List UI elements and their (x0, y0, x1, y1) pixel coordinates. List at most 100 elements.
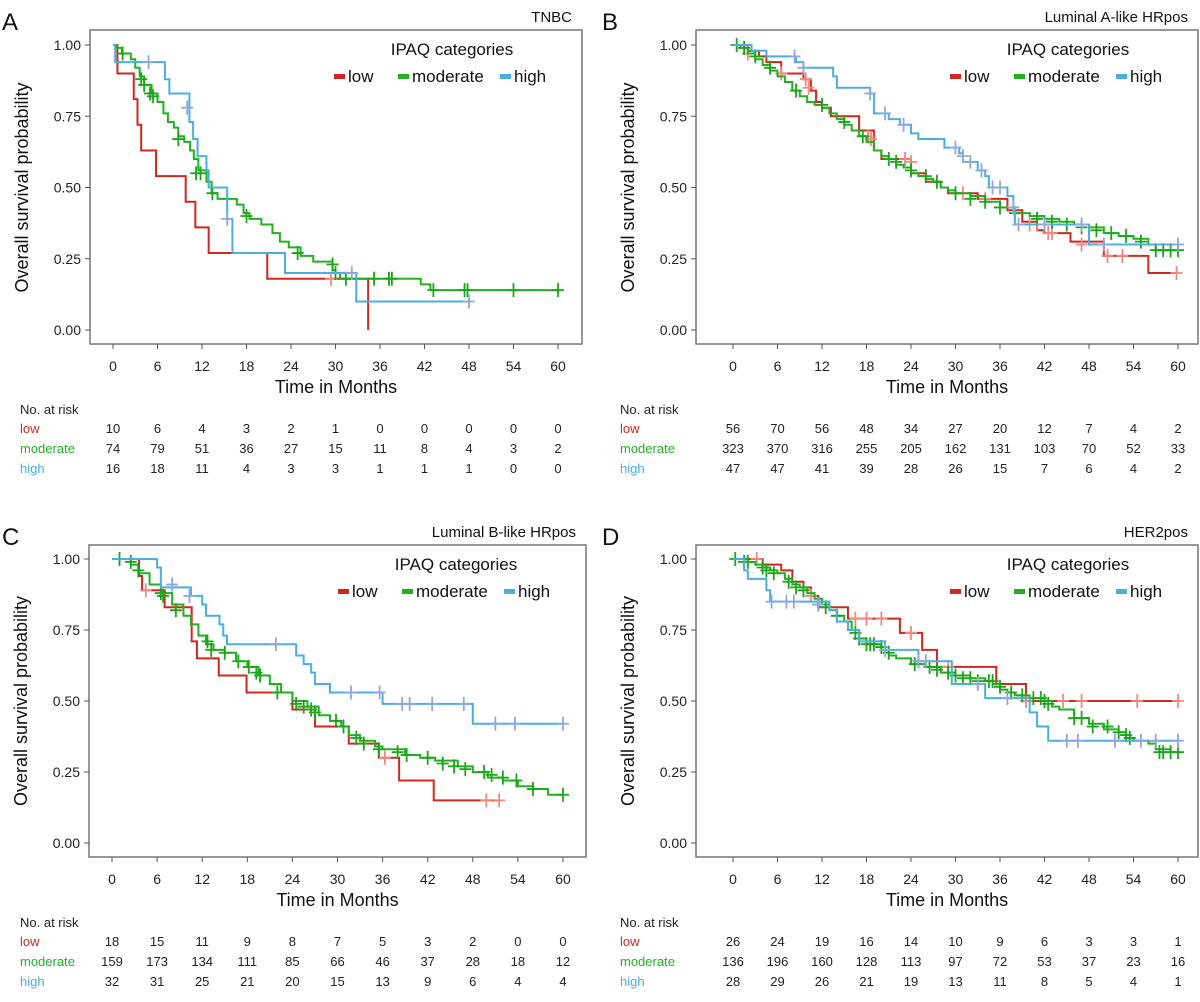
censor-mark-moderate (552, 283, 564, 298)
censor-mark-moderate (760, 563, 773, 578)
x-tick-label: 0 (729, 871, 737, 887)
risk-value: 52 (1126, 441, 1140, 456)
risk-value: 36 (239, 441, 253, 456)
censor-mark-low (1172, 694, 1184, 708)
risk-value: 2 (287, 421, 294, 436)
risk-value: 8 (1041, 974, 1048, 989)
x-tick-label: 42 (417, 358, 433, 374)
risk-value: 18 (150, 461, 164, 476)
censor-mark-moderate (994, 200, 1006, 215)
x-tick-label: 6 (153, 871, 161, 887)
risk-value: 111 (237, 954, 257, 969)
censor-mark-moderate (856, 129, 869, 144)
risk-value: 97 (948, 954, 962, 969)
legend-label-high: high (518, 582, 550, 601)
panel-title: Luminal A-like HRpos (1045, 9, 1188, 26)
y-tick-label: 0.50 (53, 693, 80, 709)
legend-swatch-moderate (1014, 589, 1025, 594)
censor-mark-high (373, 685, 386, 700)
series-high (733, 558, 1184, 748)
panel-b: B Luminal A-like HRpos 0.00 0.25 0.50 0.75 1.0… (600, 0, 1200, 487)
censor-mark-low (802, 80, 815, 95)
risk-value: 47 (770, 461, 784, 476)
y-tick-label: 0.50 (660, 180, 687, 196)
censor-mark-high (812, 597, 825, 612)
x-tick-label: 6 (154, 358, 162, 374)
censor-mark-low (1057, 694, 1070, 708)
y-tick-label: 0.25 (53, 764, 80, 780)
censor-mark-high (975, 163, 988, 178)
risk-table-label: No. at risk (20, 915, 79, 930)
censor-mark-moderate (979, 194, 992, 209)
y-tick-label: 0.50 (54, 180, 81, 196)
risk-value: 173 (146, 954, 168, 969)
y-tick-label: 0.25 (54, 251, 81, 267)
risk-value: 8 (289, 934, 296, 949)
y-tick-label: 0.75 (54, 108, 81, 124)
x-tick-label: 60 (555, 871, 571, 887)
panel-title: TNBC (531, 9, 572, 26)
risk-value: 7 (334, 934, 341, 949)
risk-value: 10 (948, 934, 962, 949)
legend-swatch-low (950, 74, 961, 79)
panel-title: Luminal B-like HRpos (432, 524, 576, 541)
censor-mark-high (463, 294, 475, 309)
censor-mark-moderate (337, 719, 350, 734)
risk-row-label-moderate: moderate (620, 954, 675, 969)
y-tick-label: 0.50 (660, 693, 687, 709)
risk-value: 29 (770, 974, 784, 989)
legend-label-low: low (348, 67, 374, 86)
censor-mark-moderate (485, 767, 498, 782)
censor-mark-moderate (169, 603, 182, 618)
censor-mark-moderate (919, 169, 932, 184)
censor-mark-high (426, 696, 439, 711)
censor-mark-low (1075, 694, 1088, 708)
y-tick-label: 1.00 (660, 551, 687, 567)
risk-value: 26 (815, 974, 829, 989)
series-moderate (112, 552, 569, 802)
risk-value: 74 (106, 441, 120, 456)
censor-mark-high (403, 696, 416, 711)
censor-mark-low (905, 625, 917, 640)
risk-value: 21 (240, 974, 254, 989)
risk-value: 79 (150, 441, 164, 456)
censor-mark-moderate (1075, 711, 1088, 726)
censor-mark-moderate (749, 49, 762, 64)
legend-title: IPAQ categories (1007, 555, 1130, 574)
panel-title: HER2pos (1124, 524, 1188, 541)
risk-value: 66 (330, 954, 344, 969)
legend-swatch-low (950, 589, 961, 594)
legend-label-high: high (1130, 582, 1162, 601)
series-high (113, 44, 475, 309)
censor-mark-moderate (510, 773, 523, 788)
km-curve-low (733, 44, 1177, 274)
censor-mark-moderate (291, 246, 304, 261)
risk-value: 51 (195, 441, 209, 456)
risk-value: 3 (332, 461, 339, 476)
censor-mark-moderate (1031, 211, 1044, 226)
censor-mark-high (345, 685, 358, 700)
censor-mark-high (166, 577, 179, 592)
risk-value: 14 (904, 934, 918, 949)
risk-value: 15 (330, 974, 344, 989)
x-tick-label: 60 (1170, 871, 1186, 887)
censor-mark-high (1134, 733, 1147, 748)
censor-mark-low (480, 793, 493, 808)
censor-mark-moderate (218, 645, 231, 660)
km-curve-high (112, 558, 563, 725)
risk-value: 6 (1085, 461, 1092, 476)
risk-value: 3 (1130, 934, 1137, 949)
legend-label-moderate: moderate (1028, 67, 1100, 86)
x-tick-label: 24 (285, 871, 301, 887)
censor-mark-moderate (1123, 730, 1136, 745)
risk-value: 2 (469, 934, 476, 949)
panel-c: C Luminal B-like HRpos 0.00 0.25 0.50 0.75 1.0… (0, 515, 600, 1002)
risk-value: 3 (424, 934, 431, 949)
x-axis-title: Time in Months (275, 377, 397, 397)
risk-value: 1 (376, 461, 383, 476)
x-tick-label: 18 (239, 358, 255, 374)
censor-mark-high (489, 716, 502, 731)
series-moderate (113, 44, 564, 298)
censor-mark-high (956, 149, 969, 164)
censor-mark-moderate (1090, 223, 1103, 238)
